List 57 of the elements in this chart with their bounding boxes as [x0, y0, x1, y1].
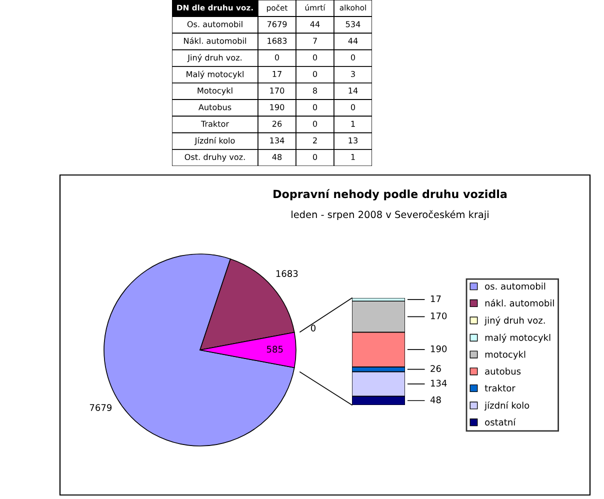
text: 44: [310, 21, 320, 28]
text: 2: [313, 137, 317, 144]
data-label: 190: [430, 345, 447, 352]
text: 17: [272, 71, 282, 77]
chart-title: Dopravní nehody podle druhu vozidla: [274, 189, 507, 200]
data-label: 585: [266, 346, 283, 353]
text: 0: [274, 54, 280, 60]
legend-label: autobus: [485, 368, 521, 375]
text: 48: [272, 154, 282, 160]
text: 0: [312, 120, 318, 127]
text: 1683: [268, 38, 287, 44]
text: 134: [270, 137, 284, 144]
data-label: 7679: [90, 404, 112, 412]
text: 0: [312, 70, 318, 78]
text: 0: [310, 324, 316, 332]
text: Ost. druhy voz.: [184, 154, 245, 162]
text: 7679: [267, 21, 287, 28]
chart-subtitle: leden - srpen 2008 v Severočeském kraji: [292, 210, 488, 220]
text: 0: [350, 54, 356, 60]
data-label: 1683: [276, 270, 298, 277]
text: 26: [272, 120, 282, 127]
legend-label: motocykl: [485, 350, 526, 360]
legend-label: os. automobil: [485, 282, 546, 290]
legend-label: jiný druh voz.: [484, 316, 545, 326]
text: 0: [350, 104, 356, 110]
data-label: 26: [430, 365, 441, 372]
text: Malý motocykl: [186, 70, 244, 79]
text: 7: [313, 38, 317, 44]
text: 13: [348, 137, 358, 144]
text: 44: [348, 38, 358, 44]
data-label: 134: [430, 380, 447, 387]
legend-label: traktor: [484, 384, 516, 392]
text: Jízdní kolo: [194, 137, 235, 146]
text: Nákl. automobil: [184, 37, 246, 44]
data-label: 170: [430, 312, 447, 320]
text: 170: [270, 88, 284, 94]
legend-label: nákl. automobil: [485, 299, 554, 306]
text: 14: [348, 88, 358, 94]
text: 1: [351, 120, 355, 127]
legend-label: malý motocykl: [485, 334, 550, 343]
data-label: 48: [430, 396, 441, 404]
text: 1: [351, 154, 355, 160]
text: Motocykl: [198, 87, 232, 96]
text: 0: [312, 154, 318, 160]
legend-label: ostatní: [485, 418, 516, 426]
text: 190: [270, 104, 284, 110]
text: Traktor: [200, 120, 230, 127]
text: Os. automobil: [187, 21, 242, 28]
text: 0: [312, 104, 318, 110]
text: 534: [346, 21, 360, 28]
text: 3: [351, 70, 355, 78]
data-label: 17: [430, 295, 441, 302]
text: 8: [312, 88, 318, 94]
legend-label: jízdní kolo: [484, 401, 530, 410]
text: 0: [312, 54, 318, 60]
text: Jiný druh voz.: [187, 54, 242, 62]
text: Autobus: [198, 104, 232, 110]
